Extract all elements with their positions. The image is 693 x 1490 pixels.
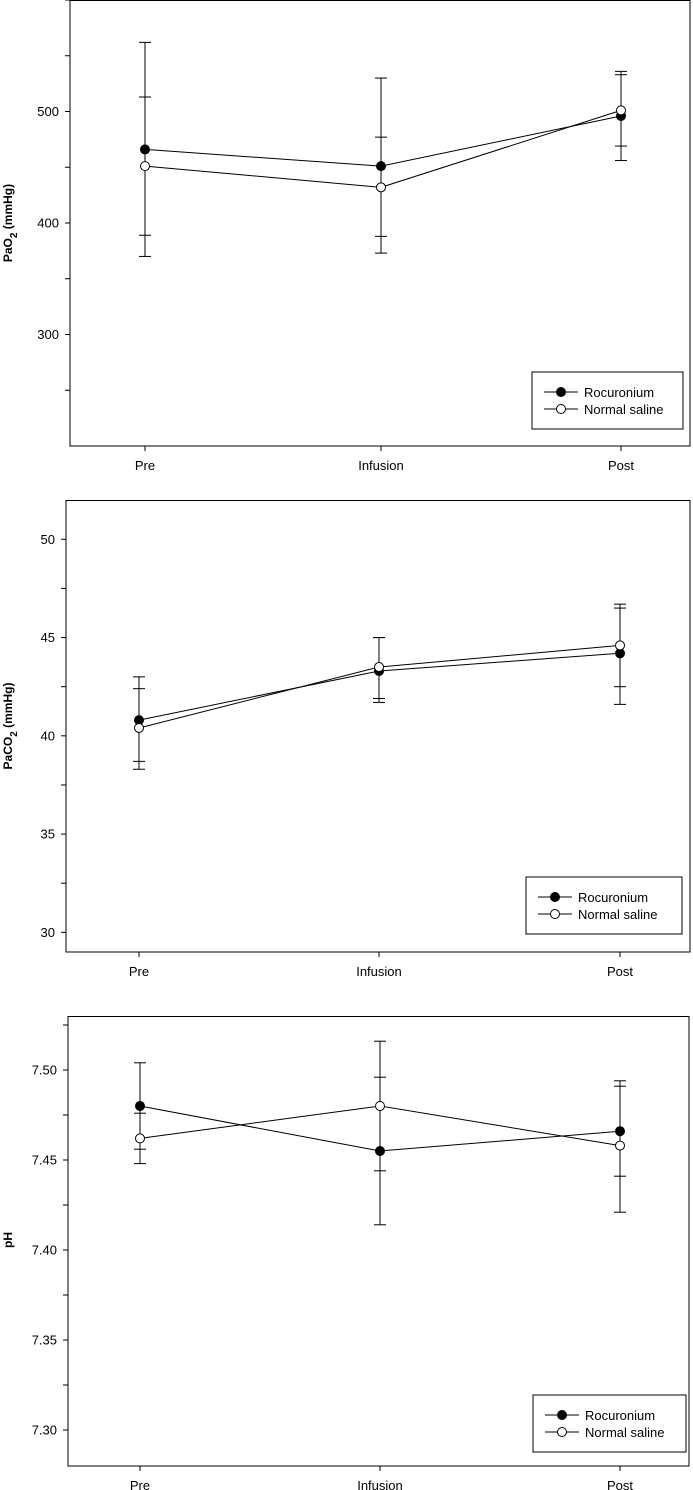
- x-tick-label: Pre: [129, 964, 149, 979]
- x-tick-label: Post: [608, 458, 634, 473]
- legend-label: Rocuronium: [578, 890, 648, 905]
- data-point: [374, 662, 384, 673]
- y-tick-label: 400: [37, 216, 59, 231]
- legend: Rocuronium Normal saline: [532, 1394, 687, 1453]
- y-axis-label-main: pH: [1, 1232, 15, 1248]
- legend-marker: [556, 404, 566, 414]
- y-axis-label: PaO2 (mmHg): [1, 184, 20, 262]
- legend-label: Normal saline: [584, 402, 663, 417]
- legend-marker: [557, 1410, 567, 1420]
- y-axis-label-subscript: 2: [9, 731, 20, 737]
- legend-box: [532, 1394, 687, 1453]
- data-point: [376, 182, 386, 193]
- legend-box: [525, 876, 683, 935]
- y-axis-label-unit: (mmHg): [1, 683, 15, 732]
- legend-label: Normal saline: [578, 907, 657, 922]
- y-tick-label: 7.40: [32, 1243, 57, 1258]
- y-axis-label-unit: (mmHg): [1, 184, 15, 233]
- y-axis-label-main: PaO: [1, 238, 15, 262]
- y-tick-label: 500: [37, 104, 59, 119]
- data-point: [140, 161, 150, 172]
- chart-panel-3: 7.30 7.35 7.40 7.45 7.50 Pre Infusion Post pH Roc…: [1, 1016, 690, 1490]
- y-axis-label-main: PaCO: [1, 737, 15, 770]
- y-tick-label: 300: [37, 327, 59, 342]
- series-2: [134, 1040, 626, 1213]
- y-axis-label-subscript: 2: [9, 232, 20, 238]
- x-tick-label: Pre: [130, 1478, 150, 1490]
- x-tick-label: Infusion: [358, 458, 404, 473]
- data-point: [375, 1101, 385, 1111]
- legend-label: Rocuronium: [584, 385, 654, 400]
- legend-marker: [556, 387, 566, 397]
- x-tick-label: Infusion: [357, 1478, 403, 1490]
- y-tick-label: 35: [41, 827, 55, 842]
- data-point: [135, 1101, 145, 1111]
- chart-panel-2: 30 35 40 45 50 Pre Infusion Post PaCO2 (mmHg) Roc…: [1, 500, 691, 979]
- data-point: [134, 722, 144, 733]
- y-tick-label: 7.50: [32, 1063, 57, 1078]
- series-2: [139, 70, 627, 237]
- legend-marker: [550, 892, 560, 902]
- legend: Rocuronium Normal saline: [531, 371, 684, 430]
- y-tick-label: 7.30: [32, 1423, 57, 1438]
- data-point: [616, 105, 626, 116]
- series-1: [139, 41, 627, 257]
- chart-panel-1: 300 400 500 Pre Infusion Post PaO2 (mmHg) Rocur…: [1, 0, 691, 473]
- y-tick-label: 7.45: [32, 1153, 57, 1168]
- legend-box: [531, 371, 684, 430]
- series-line: [144, 115, 622, 167]
- series-2: [133, 603, 626, 770]
- legend: Rocuronium Normal saline: [525, 876, 683, 935]
- y-tick-label: 7.35: [32, 1333, 57, 1348]
- data-point: [135, 1133, 145, 1144]
- series-line: [144, 109, 622, 188]
- x-tick-label: Infusion: [356, 964, 402, 979]
- x-tick-label: Post: [607, 1478, 633, 1490]
- y-tick-label: 40: [41, 728, 55, 743]
- legend-marker: [557, 1427, 567, 1437]
- plot-frame: [65, 500, 691, 953]
- plot-frame: [67, 1016, 690, 1467]
- y-tick-label: 45: [41, 630, 55, 645]
- legend-label: Rocuronium: [585, 1408, 655, 1423]
- y-axis-label: PaCO2 (mmHg): [1, 683, 20, 770]
- x-tick-label: Pre: [135, 458, 155, 473]
- y-tick-label: 50: [41, 532, 55, 547]
- x-tick-label: Post: [607, 964, 633, 979]
- legend-label: Normal saline: [585, 1425, 664, 1440]
- y-axis-label: pH: [1, 1232, 15, 1248]
- data-point: [615, 640, 625, 651]
- data-point: [615, 1140, 625, 1151]
- y-tick-label: 30: [41, 925, 55, 940]
- legend-marker: [550, 909, 560, 919]
